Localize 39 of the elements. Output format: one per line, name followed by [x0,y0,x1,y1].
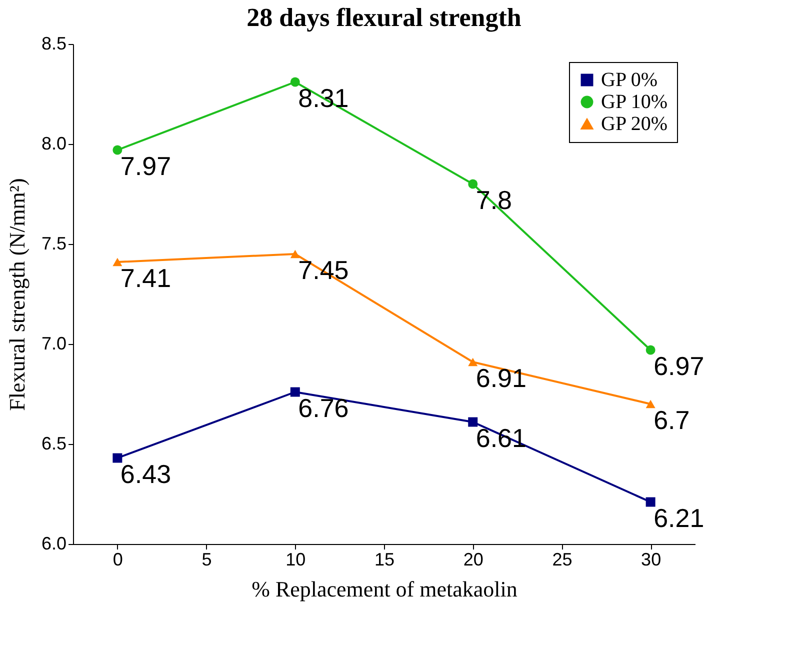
point [646,497,656,507]
point [290,387,300,397]
data-label: 7.41 [120,263,172,293]
point [290,250,300,258]
point [468,417,478,427]
point [646,400,656,408]
point [646,345,656,355]
y-tick-label: 8.5 [41,34,66,54]
x-tick-label: 20 [463,550,484,570]
x-tick-label: 25 [552,550,572,570]
x-tick-label: 5 [202,550,212,570]
y-tick-label: 7.5 [41,234,66,254]
x-tick-label: 10 [286,550,306,570]
y-axis-title: Flexural strength (N/mm²) [4,178,30,411]
x-tick-label: 15 [374,550,395,570]
point [112,145,122,155]
x-axis-title: % Replacement of metakaolin [252,576,518,602]
y-tick-label: 6.0 [41,534,66,554]
chart-title: 28 days flexural strength [246,3,522,32]
data-label: 6.76 [298,393,349,423]
point [112,453,122,463]
data-label: 6.43 [120,459,172,489]
data-label: 6.97 [654,351,704,381]
legend-label: GP 10% [601,91,668,113]
legend-label: GP 0% [601,69,658,91]
data-label: 6.21 [654,503,704,533]
legend-label: GP 20% [601,113,668,135]
data-label: 6.7 [654,405,690,435]
point [290,77,300,87]
y-tick-label: 7.0 [41,334,66,354]
y-tick-label: 8.0 [41,134,66,154]
point [468,179,478,189]
x-tick-label: 0 [112,550,123,570]
y-tick-label: 6.5 [41,434,66,454]
point [112,258,122,266]
x-tick-label: 30 [641,550,662,570]
point [468,358,478,366]
data-label: 6.91 [476,363,526,393]
data-label: 7.97 [120,151,172,181]
